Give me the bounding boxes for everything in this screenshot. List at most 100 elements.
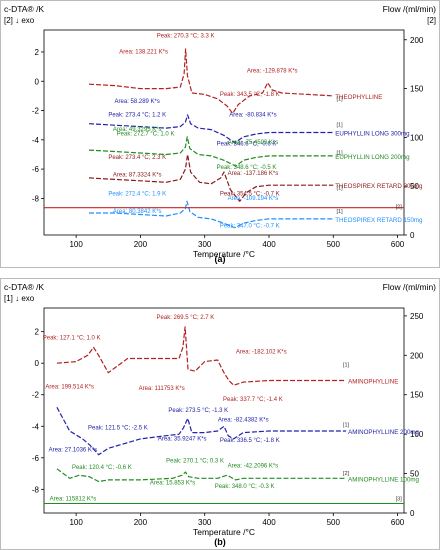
y-right-tick-label: 150	[410, 85, 424, 94]
annotation-label: Area: -182.102 K*s	[236, 350, 287, 356]
annotation-label: Peak: 272.4 °C; 1.9 K	[108, 191, 166, 197]
y-left-tick-label: -8	[32, 194, 40, 203]
y-axis-left-sublabel: [1] ↓ exo	[4, 294, 35, 303]
series-line	[56, 407, 347, 456]
x-tick-label: 400	[262, 518, 276, 527]
curve-tag: [1]	[337, 96, 344, 102]
x-tick-label: 200	[134, 518, 148, 527]
y-left-tick-label: -8	[32, 485, 40, 494]
series-label: EUPHYLLIN LONG 200mg	[335, 154, 410, 161]
annotation-label: Peak: 336.5 °C; -1.8 K	[220, 438, 280, 444]
annotation-label: Peak: 120.4 °C; -0.6 K	[72, 465, 132, 471]
curve-tag: [3]	[396, 496, 403, 502]
y-right-tick-label: 250	[410, 312, 424, 321]
annotation-label: Area: -82.4382 K*s	[218, 418, 269, 424]
annotation-label: Peak: 121.5 °C; -2.5 K	[88, 425, 148, 431]
y-left-tick-label: -4	[32, 136, 40, 145]
curve-tag: [1]	[337, 123, 344, 129]
x-tick-label: 600	[391, 518, 405, 527]
y-axis-left-label: c-DTA® /K	[4, 282, 44, 292]
chart-panel-a: c-DTA® /K [2] ↓ exo Flow /(ml/min) [2] Tempe…	[0, 0, 440, 268]
x-tick-label: 400	[262, 240, 276, 249]
y-left-tick-label: -6	[32, 454, 40, 463]
plot-area	[43, 29, 405, 236]
curve-tag: [1]	[343, 422, 350, 428]
y-left-tick-label: -6	[32, 165, 40, 174]
y-left-tick-label: -2	[32, 391, 40, 400]
annotation-label: Peak: 347.0 °C; -0.7 K	[220, 224, 280, 230]
annotation-label: Area: 111753 K*s	[139, 386, 185, 392]
annotation-label: Area: -129.878 K*s	[247, 68, 298, 74]
annotation-label: Area: -80.834 K*s	[229, 112, 276, 118]
x-tick-label: 600	[391, 240, 405, 249]
x-tick-label: 500	[327, 518, 341, 527]
series-label: EUPHYLLIN LONG 300mg	[335, 131, 410, 138]
annotation-label: Peak: 269.5 °C; 2.7 K	[157, 315, 215, 321]
series-line	[56, 468, 347, 483]
annotation-label: Peak: 348.0 °C; -0.3 K	[215, 484, 275, 490]
annotation-label: Peak: 343.5 °C; -1.8 K	[220, 92, 280, 98]
annotation-label: Peak: 270.3 °C; 3.3 K	[157, 33, 215, 39]
annotation-label: Area: 35.9247 K*s	[158, 436, 207, 442]
series-line	[89, 200, 334, 229]
annotation-label: Area: 15.853 K*s	[150, 481, 195, 487]
plot-area	[43, 307, 405, 514]
x-tick-label: 500	[327, 240, 341, 249]
annotation-label: Area: 58.289 K*s	[115, 99, 160, 105]
y-axis-right-label: Flow /(ml/min)	[383, 282, 437, 292]
y-axis-right-sublabel: [2]	[427, 16, 436, 25]
annotation-label: Area: -137.186 K*s	[228, 171, 279, 177]
series-line	[88, 136, 334, 167]
y-axis-left-label: c-DTA® /K	[4, 4, 44, 14]
x-tick-label: 300	[198, 240, 212, 249]
curve-tag: [1]	[337, 150, 344, 156]
annotation-label: Peak: 127.1 °C; 1.0 K	[43, 336, 101, 342]
y-left-tick-label: 0	[35, 77, 40, 86]
x-tick-label: 300	[198, 518, 212, 527]
annotation-label: Area: 199.514 K*s	[45, 384, 94, 390]
series-line	[88, 153, 334, 202]
annotation-label: Area: -75.4503 K*s	[228, 140, 279, 146]
y-left-tick-label: 2	[35, 48, 40, 57]
annotation-label: Area: 87.3324 K*s	[113, 172, 162, 178]
series-label: THEOSPIREX RETARD 150mg	[335, 217, 423, 224]
x-axis-label: Temperature /°C	[193, 527, 255, 537]
y-right-tick-label: 0	[410, 231, 415, 240]
y-right-tick-label: 100	[410, 430, 424, 439]
annotation-label: Peak: 270.1 °C; 0.3 K	[166, 459, 224, 465]
x-tick-label: 200	[134, 240, 148, 249]
annotation-label: Peak: 273.4 °C; 2.3 K	[108, 155, 166, 161]
x-tick-label: 100	[69, 518, 83, 527]
annotation-label: Area: 80.3842 K*s	[113, 209, 162, 215]
y-axis-left-sublabel: [2] ↓ exo	[4, 16, 35, 25]
annotation-label: Peak: 272.7 °C; 1.0 K	[117, 131, 175, 137]
annotation-label: Area: -109.194 K*s	[228, 196, 279, 202]
curve-tag: [1]	[343, 362, 350, 368]
series-label: AMINOPHYLLINE 200mg	[348, 429, 419, 436]
y-right-tick-label: 150	[410, 391, 424, 400]
annotation-label: Peak: 273.5 °C; -1.3 K	[168, 408, 228, 414]
annotation-label: Peak: 348.6 °C; -0.5 K	[217, 165, 277, 171]
y-right-tick-label: 200	[410, 36, 424, 45]
curve-tag: [2]	[343, 471, 350, 477]
chart-panel-b: c-DTA® /K [1] ↓ exo Flow /(ml/min) Temperat…	[0, 278, 440, 550]
annotation-label: Area: 115812 K*s	[50, 496, 97, 502]
series-line	[56, 326, 347, 386]
y-right-tick-label: 0	[410, 509, 415, 518]
series-label: THEOSPIREX RETARD 300mg	[335, 183, 423, 190]
curve-tag: [1]	[337, 209, 344, 215]
series-line	[88, 114, 334, 144]
x-tick-label: 100	[69, 240, 83, 249]
curve-tag: [2]	[396, 205, 403, 211]
annotation-label: Area: -42.2096 K*s	[228, 463, 279, 469]
annotation-label: Peak: 337.7 °C; -1.4 K	[223, 397, 283, 403]
y-left-tick-label: 0	[35, 359, 40, 368]
panel-label: (a)	[215, 254, 226, 264]
y-right-tick-label: 50	[410, 182, 419, 191]
x-axis-label: Temperature /°C	[193, 249, 255, 259]
annotation-label: Area: 138.221 K*s	[119, 49, 168, 55]
series-label: THEOPHYLLINE	[335, 94, 382, 101]
panel-label: (b)	[214, 537, 226, 547]
series-label: AMINOPHYLLINE	[348, 379, 398, 386]
